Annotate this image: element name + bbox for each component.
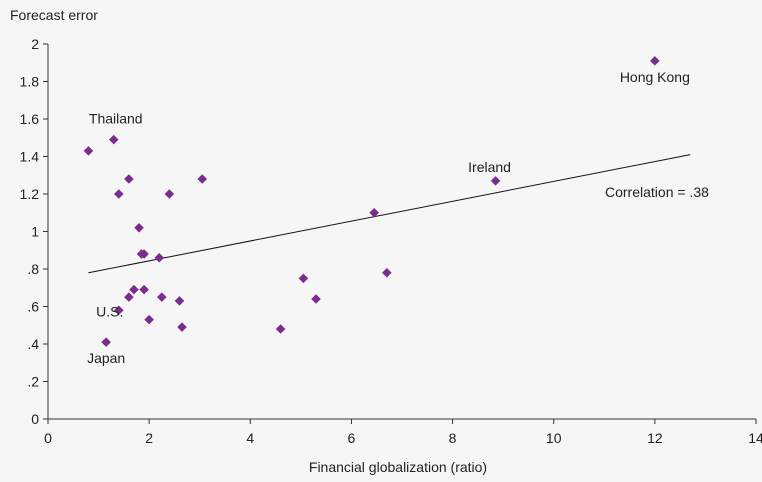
data-point <box>298 273 309 284</box>
y-tick-label: .4 <box>27 336 39 352</box>
data-point <box>311 294 321 304</box>
y-tick-label: 1.4 <box>20 149 40 165</box>
y-tick-label: 2 <box>31 36 39 52</box>
data-point <box>83 146 94 156</box>
y-tick-label: 1 <box>31 224 39 240</box>
data-point <box>275 324 286 334</box>
data-point <box>154 252 165 263</box>
y-tick-label: 0 <box>31 411 39 427</box>
data-point <box>114 305 124 316</box>
y-tick-label: 1.2 <box>20 186 40 202</box>
data-point <box>369 207 379 218</box>
data-point <box>156 292 167 302</box>
data-point <box>114 189 124 199</box>
data-point <box>139 284 149 295</box>
data-point <box>108 134 119 145</box>
data-point <box>177 322 187 332</box>
y-tick-label: .2 <box>27 374 39 390</box>
x-tick-label: 12 <box>647 430 663 446</box>
x-tick-label: 2 <box>145 430 153 446</box>
data-point <box>124 174 134 184</box>
trend-line <box>88 154 691 274</box>
data-point <box>129 284 139 295</box>
data-point <box>124 292 134 302</box>
data-point <box>139 249 149 259</box>
y-axis-title: Forecast error <box>10 7 98 23</box>
x-tick-label: 4 <box>246 430 254 446</box>
point-label: Ireland <box>468 159 511 175</box>
y-tick-label: 1.8 <box>20 74 40 90</box>
point-label: U.S. <box>96 303 123 319</box>
y-tick-label: .8 <box>27 261 39 277</box>
x-axis-title: Financial globalization (ratio) <box>309 459 487 475</box>
x-tick-label: 0 <box>44 430 52 446</box>
x-tick-label: 10 <box>546 430 562 446</box>
x-tick-label: 8 <box>449 430 457 446</box>
data-point <box>382 267 392 278</box>
data-point <box>197 174 208 184</box>
data-point <box>164 189 175 199</box>
data-point <box>650 56 660 66</box>
y-tick-label: 1.6 <box>20 111 40 127</box>
x-tick-label: 6 <box>348 430 356 446</box>
y-tick-label: .6 <box>27 299 39 315</box>
data-point <box>144 314 154 325</box>
point-label: Japan <box>87 350 125 366</box>
correlation-annotation: Correlation = .38 <box>605 184 709 200</box>
data-point <box>174 296 185 306</box>
x-tick-label: 14 <box>748 430 762 446</box>
data-point <box>134 222 144 233</box>
data-point <box>490 176 501 186</box>
point-label: Hong Kong <box>620 69 690 85</box>
point-label: Thailand <box>89 111 143 127</box>
data-point <box>101 337 111 347</box>
